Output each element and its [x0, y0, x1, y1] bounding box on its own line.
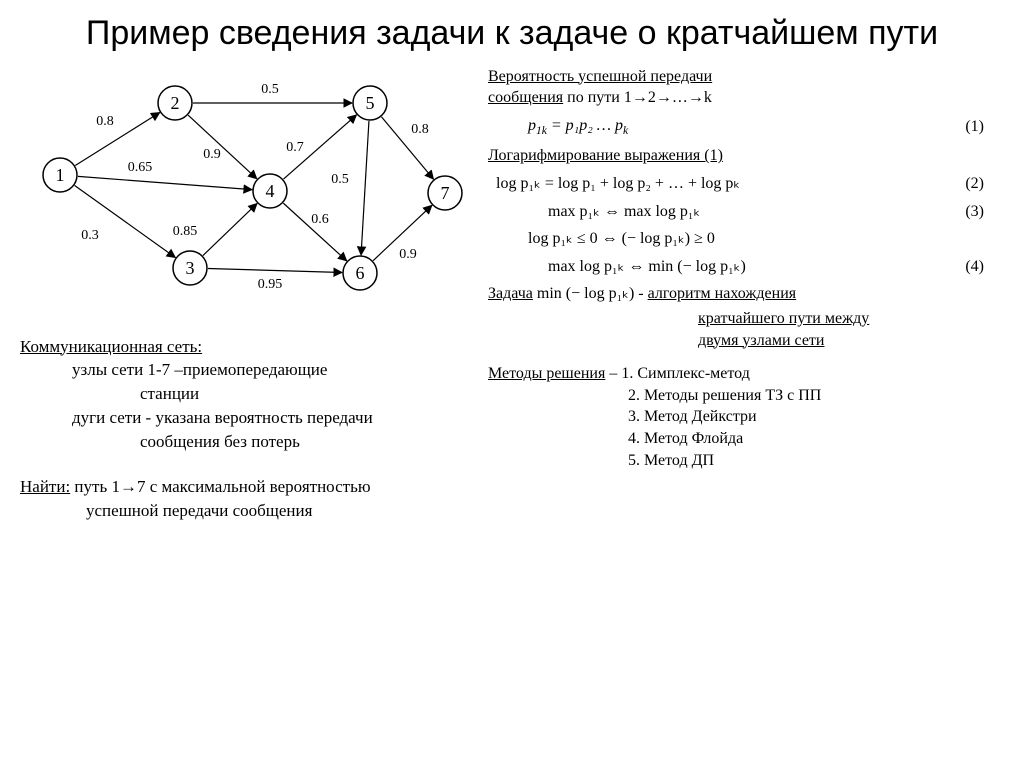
method-0: 1. Симплекс-метод — [621, 363, 750, 385]
comm-line2a: дуги сети - указана вероятность передачи — [20, 406, 480, 430]
edge-weight-1-2: 0.8 — [96, 114, 114, 129]
methods-label: Методы решения — [488, 363, 605, 385]
prob-label-a: Вероятность успешной передачи — [488, 68, 712, 85]
edge-weight-2-5: 0.5 — [261, 82, 279, 97]
method-2: 3. Метод Дейкстри — [628, 406, 1004, 428]
method-4: 5. Метод ДП — [628, 450, 1004, 472]
eq1-lsub: 1k — [536, 125, 547, 137]
method-1: 2. Методы решения ТЗ с ПП — [628, 385, 1004, 407]
node-label-3: 3 — [186, 258, 195, 278]
right-column: Вероятность успешной передачи сообщения … — [488, 63, 1004, 524]
equation-2: log p₁ₖ = log p₁ + log p₂ + … + log pₖ (… — [496, 173, 1004, 195]
edge-1-2 — [75, 112, 159, 165]
methods-block: Методы решения – 1. Симплекс-метод 2. Ме… — [488, 363, 1004, 471]
task-a: алгоритм нахождения — [648, 285, 797, 302]
equation-3b: log p₁ₖ ≤ 0 ⇔ (− log p₁ₖ) ≥ 0 — [528, 228, 1004, 250]
task-b: кратчайшего пути между — [698, 310, 869, 327]
task-line: Задача min (− log p₁ₖ) - алгоритм нахожд… — [488, 283, 1004, 305]
task-mid: min (− log p₁ₖ) - — [533, 285, 648, 302]
content-columns: 1 2 3 4 5 6 7 0.8 0.65 0.3 0.5 0.9 0.85 0.95 0.7 0.6 0.… — [20, 63, 1004, 524]
equation-4: max log p₁ₖ ⇔ min (− log p₁ₖ) (4) — [548, 256, 1004, 278]
edge-3-4 — [203, 203, 257, 255]
method-3: 4. Метод Флойда — [628, 428, 1004, 450]
edge-weight-2-4: 0.9 — [203, 147, 221, 162]
eq3-body: max p₁ₖ ⇔ max log p₁ₖ — [548, 201, 700, 223]
node-label-5: 5 — [366, 93, 375, 113]
eq3b-body: log p₁ₖ ≤ 0 ⇔ (− log p₁ₖ) ≥ 0 — [528, 228, 715, 250]
node-label-7: 7 — [441, 183, 450, 203]
eq1-l: p — [528, 117, 536, 134]
edge-weight-3-6: 0.95 — [258, 277, 283, 292]
eq4-body: max log p₁ₖ ⇔ min (− log p₁ₖ) — [548, 256, 746, 278]
eq4-num: (4) — [965, 256, 1004, 278]
eq3-num: (3) — [965, 201, 1004, 223]
eq2-num: (2) — [965, 173, 1004, 195]
edge-weight-5-7: 0.8 — [411, 122, 429, 137]
find-label: Найти: — [20, 477, 70, 496]
equation-3: max p₁ₖ ⇔ max log p₁ₖ (3) — [548, 201, 1004, 223]
comm-line1a: узлы сети 1-7 –приемопередающие — [20, 358, 480, 382]
comm-label: Коммуникационная сеть: — [20, 337, 202, 356]
page-title: Пример сведения задачи к задаче о кратча… — [20, 12, 1004, 55]
task-c: двумя узлами сети — [698, 332, 824, 349]
left-column: 1 2 3 4 5 6 7 0.8 0.65 0.3 0.5 0.9 0.85 0.95 0.7 0.6 0.… — [20, 63, 480, 524]
comm-line2b: сообщения без потерь — [20, 430, 480, 454]
eq2-body: log p₁ₖ = log p₁ + log p₂ + … + log pₖ — [496, 173, 740, 195]
edge-weight-1-4: 0.65 — [128, 160, 153, 175]
edge-weight-6-7: 0.9 — [399, 247, 417, 262]
node-label-1: 1 — [56, 165, 65, 185]
find-a: путь 1→7 с максимальной вероятностью — [74, 477, 370, 496]
eq1-rsub: k — [623, 125, 628, 137]
edge-weight-5-6: 0.5 — [331, 172, 349, 187]
prob-path: по пути 1→2→…→k — [563, 89, 712, 106]
find-block: Найти: путь 1→7 с максимальной вероятнос… — [20, 475, 480, 523]
comm-line1b: станции — [20, 382, 480, 406]
edge-2-4 — [188, 115, 257, 179]
equation-1: p1k = p₁p₂ … pk (1) — [528, 115, 1004, 140]
edge-3-6 — [208, 268, 342, 272]
eq1-r: = p₁p₂ … p — [547, 117, 623, 134]
prob-label-b: сообщения — [488, 89, 563, 106]
edge-weight-3-4: 0.85 — [173, 224, 198, 239]
edge-weight-1-3: 0.3 — [81, 228, 99, 243]
eq1-num: (1) — [965, 116, 1004, 138]
find-b: успешной передачи сообщения — [20, 499, 480, 523]
edge-1-4 — [78, 176, 252, 189]
node-label-4: 4 — [266, 181, 275, 201]
edge-weight-4-5: 0.7 — [286, 140, 304, 155]
network-graph: 1 2 3 4 5 6 7 0.8 0.65 0.3 0.5 0.9 0.85 0.95 0.7 0.6 0.… — [20, 63, 480, 313]
node-label-6: 6 — [356, 263, 365, 283]
communication-description: Коммуникационная сеть: узлы сети 1-7 –пр… — [20, 335, 480, 454]
edge-weight-4-6: 0.6 — [311, 212, 329, 227]
node-label-2: 2 — [171, 93, 180, 113]
edge-1-3 — [75, 185, 176, 257]
task-label: Задача — [488, 285, 533, 302]
log-label: Логарифмирование выражения (1) — [488, 147, 723, 164]
edge-5-6 — [361, 120, 369, 254]
